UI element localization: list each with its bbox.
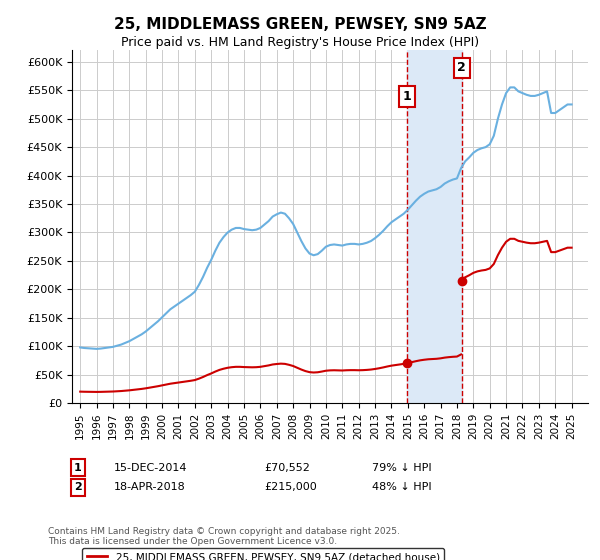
Text: 2: 2 <box>74 482 82 492</box>
Text: 18-APR-2018: 18-APR-2018 <box>114 482 186 492</box>
Text: Price paid vs. HM Land Registry's House Price Index (HPI): Price paid vs. HM Land Registry's House … <box>121 36 479 49</box>
Text: 1: 1 <box>403 90 412 103</box>
Text: £215,000: £215,000 <box>264 482 317 492</box>
Bar <box>407 50 462 403</box>
Legend: 25, MIDDLEMASS GREEN, PEWSEY, SN9 5AZ (detached house), HPI: Average price, deta: 25, MIDDLEMASS GREEN, PEWSEY, SN9 5AZ (d… <box>82 548 444 560</box>
Text: 25, MIDDLEMASS GREEN, PEWSEY, SN9 5AZ: 25, MIDDLEMASS GREEN, PEWSEY, SN9 5AZ <box>113 17 487 32</box>
Text: £70,552: £70,552 <box>264 463 310 473</box>
Text: 2: 2 <box>457 61 466 74</box>
Text: 48% ↓ HPI: 48% ↓ HPI <box>372 482 431 492</box>
Text: Contains HM Land Registry data © Crown copyright and database right 2025.
This d: Contains HM Land Registry data © Crown c… <box>48 526 400 546</box>
Text: 1: 1 <box>74 463 82 473</box>
Text: 15-DEC-2014: 15-DEC-2014 <box>114 463 187 473</box>
Text: 79% ↓ HPI: 79% ↓ HPI <box>372 463 431 473</box>
